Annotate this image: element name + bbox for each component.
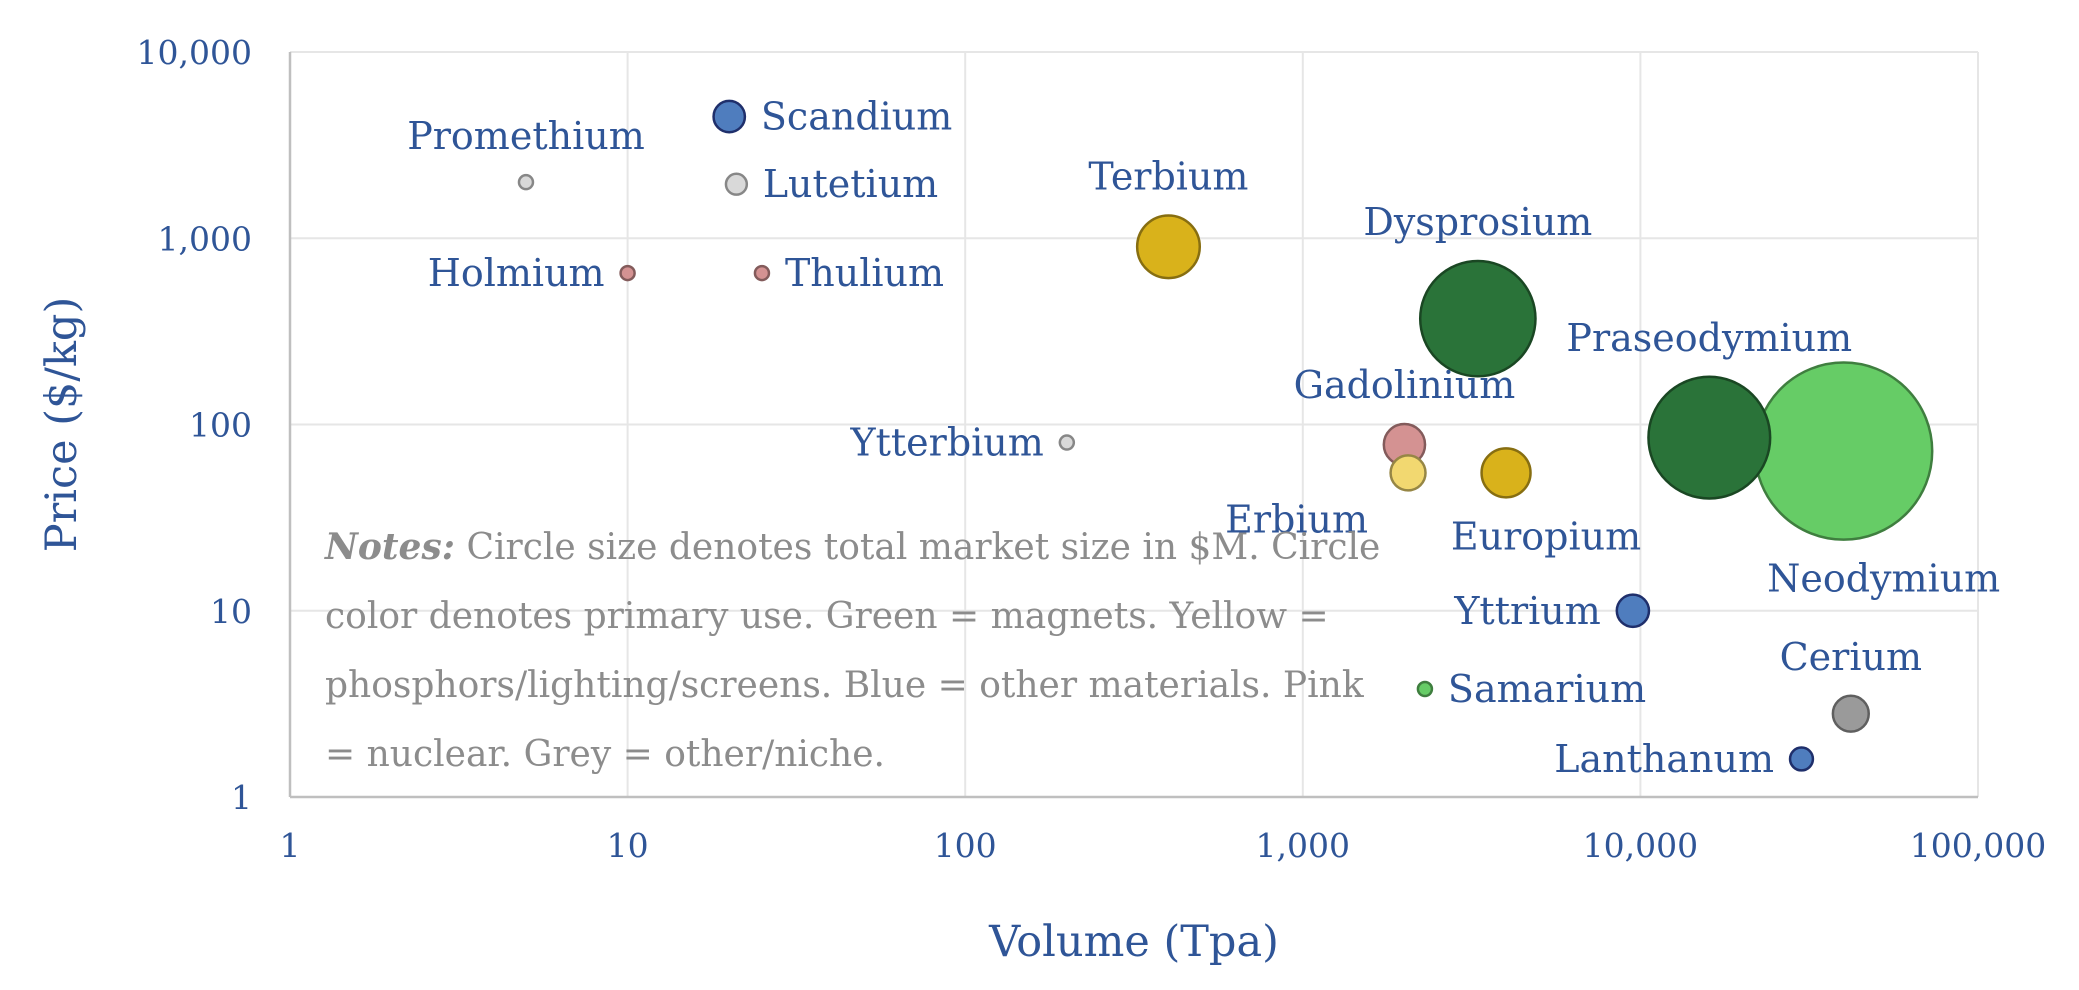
label-scandium: Scandium [761, 95, 952, 139]
label-neodymium: Neodymium [1767, 557, 2000, 601]
bubble-lutetium [724, 172, 749, 196]
label-yttrium: Yttrium [1453, 589, 1600, 633]
bubble-promethium [517, 173, 535, 191]
y-tick-label: 10,000 [137, 33, 252, 72]
label-erbium: Erbium [1225, 497, 1368, 541]
label-dysprosium: Dysprosium [1363, 200, 1592, 244]
bubble-scandium [712, 99, 747, 134]
y-tick-label: 10 [210, 592, 252, 631]
bubble-lanthanum [1788, 746, 1815, 772]
x-axis-title: Volume (Tpa) [988, 917, 1279, 967]
label-samarium: Samarium [1448, 667, 1646, 711]
tick-labels: 1 10 100 1,000 10,000 100,000 1 10 100 1,000 10,00… [137, 33, 2047, 865]
y-tick-label: 1,000 [158, 219, 252, 258]
label-praseodymium: Praseodymium [1566, 316, 1852, 360]
x-tick-label: 100,000 [1910, 826, 2046, 865]
y-tick-label: 1 [231, 778, 252, 817]
label-terbium: Terbium [1088, 154, 1248, 198]
bubble-praseodymium [1647, 375, 1772, 500]
bubble-samarium [1416, 680, 1434, 698]
bubble-cerium [1831, 694, 1870, 733]
bubble-europium [1480, 447, 1532, 499]
y-axis-title: Price ($/kg) [37, 297, 87, 552]
x-tick-label: 100 [934, 826, 997, 865]
notes-box: Notes: Circle size denotes total market … [325, 513, 1385, 789]
x-tick-label: 1 [280, 826, 301, 865]
x-tick-label: 10 [607, 826, 649, 865]
bubble-terbium [1135, 214, 1202, 280]
label-ytterbium: Ytterbium [850, 421, 1044, 465]
label-lutetium: Lutetium [763, 162, 938, 206]
axes [288, 52, 1978, 799]
bubbles [517, 99, 1934, 772]
notes-label: Notes: [325, 526, 456, 568]
x-tick-label: 1,000 [1256, 826, 1350, 865]
bubble-holmium [619, 264, 636, 282]
y-tick-label: 100 [189, 406, 252, 445]
bubble-yttrium [1615, 593, 1651, 629]
label-promethium: Promethium [407, 114, 645, 158]
bubble-dysprosium [1418, 259, 1537, 378]
bubble-neodymium [1753, 361, 1934, 541]
label-lanthanum: Lanthanum [1554, 737, 1774, 781]
label-europium: Europium [1451, 514, 1641, 558]
x-tick-label: 10,000 [1583, 826, 1698, 865]
bubble-erbium [1389, 454, 1427, 492]
bubble-ytterbium [1058, 434, 1076, 451]
label-holmium: Holmium [428, 251, 605, 295]
bubble-thulium [753, 264, 771, 282]
label-thulium: Thulium [785, 251, 944, 295]
notes-text: Circle size denotes total market size in… [325, 527, 1381, 775]
label-gadolinium: Gadolinium [1294, 363, 1516, 407]
bubble-labels: Promethium Scandium Lutetium Holmium Thulium… [407, 95, 2000, 781]
label-cerium: Cerium [1780, 635, 1922, 679]
